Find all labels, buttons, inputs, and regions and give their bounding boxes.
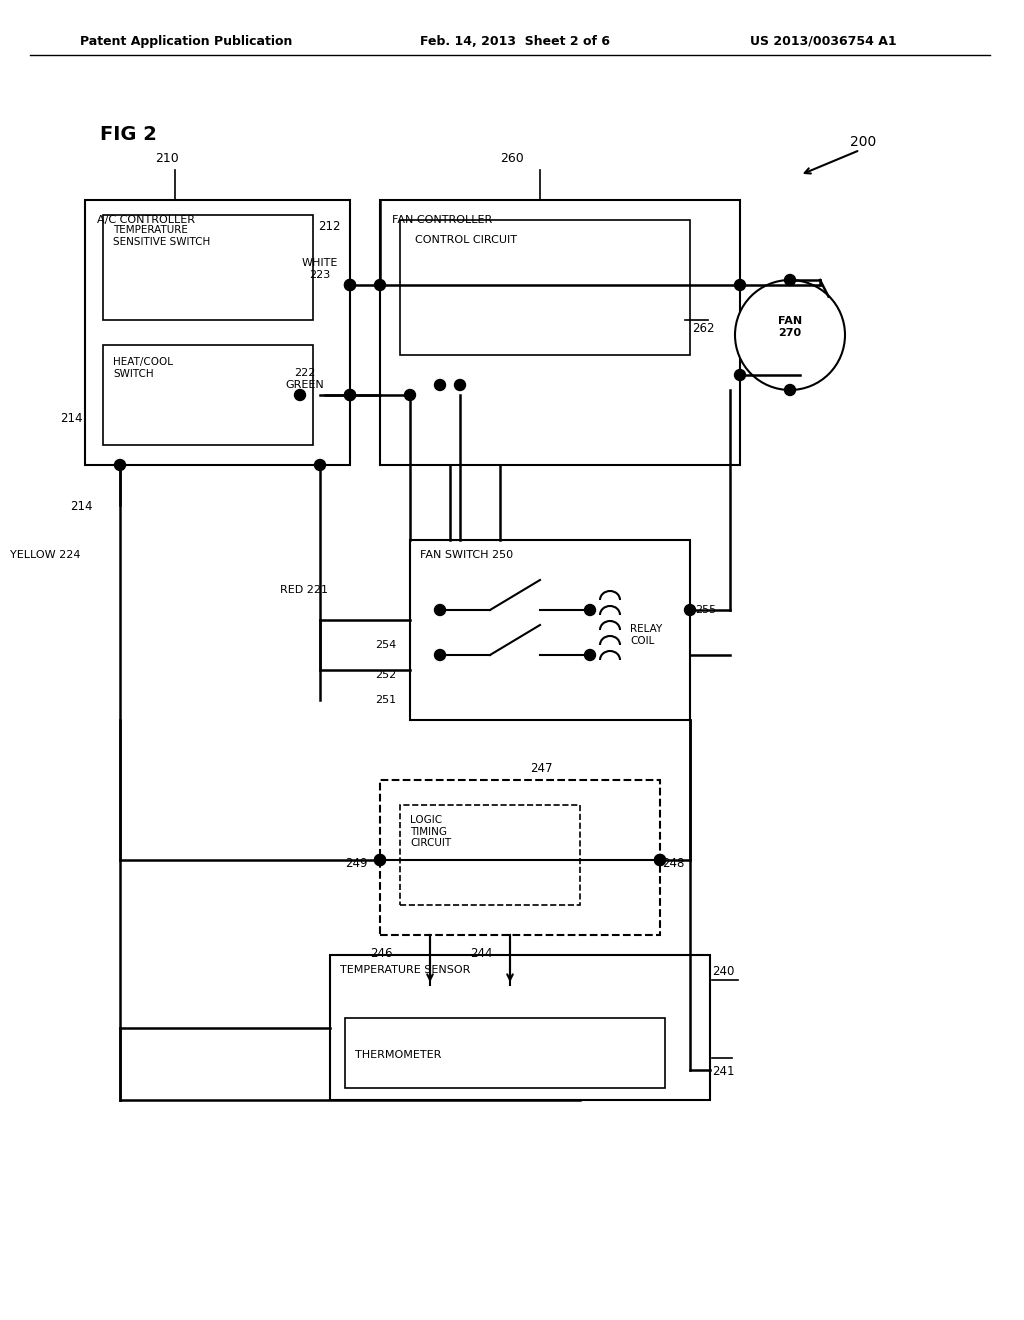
Circle shape	[375, 854, 385, 866]
FancyBboxPatch shape	[410, 540, 690, 719]
Text: RED 221: RED 221	[280, 585, 328, 595]
Circle shape	[684, 605, 695, 615]
Text: 210: 210	[155, 152, 179, 165]
Circle shape	[734, 370, 745, 380]
Text: THERMOMETER: THERMOMETER	[355, 1049, 441, 1060]
Text: 254: 254	[375, 640, 396, 649]
FancyBboxPatch shape	[400, 220, 690, 355]
Text: CONTROL CIRCUIT: CONTROL CIRCUIT	[415, 235, 517, 246]
Circle shape	[654, 854, 666, 866]
Text: 222
GREEN: 222 GREEN	[286, 368, 325, 389]
Circle shape	[344, 280, 355, 290]
Text: TEMPERATURE SENSOR: TEMPERATURE SENSOR	[340, 965, 470, 975]
FancyBboxPatch shape	[380, 201, 740, 465]
Text: Feb. 14, 2013  Sheet 2 of 6: Feb. 14, 2013 Sheet 2 of 6	[420, 36, 610, 48]
Text: 248: 248	[662, 857, 684, 870]
Circle shape	[585, 649, 596, 660]
Text: FAN SWITCH 250: FAN SWITCH 250	[420, 550, 513, 560]
Text: 241: 241	[712, 1065, 734, 1078]
Text: 255: 255	[695, 605, 716, 615]
Circle shape	[734, 280, 745, 290]
Circle shape	[375, 854, 385, 866]
Text: Patent Application Publication: Patent Application Publication	[80, 36, 293, 48]
Circle shape	[784, 384, 796, 396]
Text: FAN CONTROLLER: FAN CONTROLLER	[392, 215, 493, 224]
Text: 247: 247	[530, 762, 553, 775]
Text: 200: 200	[850, 135, 877, 149]
Circle shape	[434, 649, 445, 660]
FancyBboxPatch shape	[380, 780, 660, 935]
Circle shape	[344, 389, 355, 400]
Circle shape	[314, 459, 326, 470]
Text: 262: 262	[692, 322, 715, 335]
Text: RELAY
COIL: RELAY COIL	[630, 624, 663, 645]
Circle shape	[455, 380, 466, 391]
Circle shape	[115, 459, 126, 470]
Text: 214: 214	[60, 412, 83, 425]
Circle shape	[375, 280, 385, 290]
FancyBboxPatch shape	[345, 1018, 665, 1088]
Circle shape	[735, 280, 845, 389]
Text: 246: 246	[370, 946, 392, 960]
Text: 260: 260	[500, 152, 523, 165]
Text: YELLOW 224: YELLOW 224	[10, 550, 81, 560]
FancyBboxPatch shape	[103, 215, 313, 319]
Text: A/C CONTROLLER: A/C CONTROLLER	[97, 215, 195, 224]
Text: US 2013/0036754 A1: US 2013/0036754 A1	[750, 36, 897, 48]
Circle shape	[434, 380, 445, 391]
FancyBboxPatch shape	[85, 201, 350, 465]
Circle shape	[344, 280, 355, 290]
Text: FIG 2: FIG 2	[100, 125, 157, 144]
Text: 251: 251	[375, 696, 396, 705]
Text: LOGIC
TIMING
CIRCUIT: LOGIC TIMING CIRCUIT	[410, 814, 452, 849]
Text: 212: 212	[318, 220, 341, 234]
FancyBboxPatch shape	[400, 805, 580, 906]
Text: 252: 252	[375, 671, 396, 680]
Text: FAN
270: FAN 270	[778, 317, 802, 338]
Circle shape	[434, 605, 445, 615]
Text: WHITE
223: WHITE 223	[302, 259, 338, 280]
Text: HEAT/COOL
SWITCH: HEAT/COOL SWITCH	[113, 356, 173, 379]
Text: 240: 240	[712, 965, 734, 978]
Circle shape	[295, 389, 305, 400]
Text: 214: 214	[70, 500, 92, 513]
Text: 249: 249	[345, 857, 368, 870]
Circle shape	[654, 854, 666, 866]
Text: TEMPERATURE
SENSITIVE SWITCH: TEMPERATURE SENSITIVE SWITCH	[113, 224, 210, 247]
Circle shape	[784, 275, 796, 285]
Circle shape	[344, 389, 355, 400]
Text: 244: 244	[470, 946, 493, 960]
FancyBboxPatch shape	[103, 345, 313, 445]
Circle shape	[404, 389, 416, 400]
FancyBboxPatch shape	[330, 954, 710, 1100]
Circle shape	[585, 605, 596, 615]
